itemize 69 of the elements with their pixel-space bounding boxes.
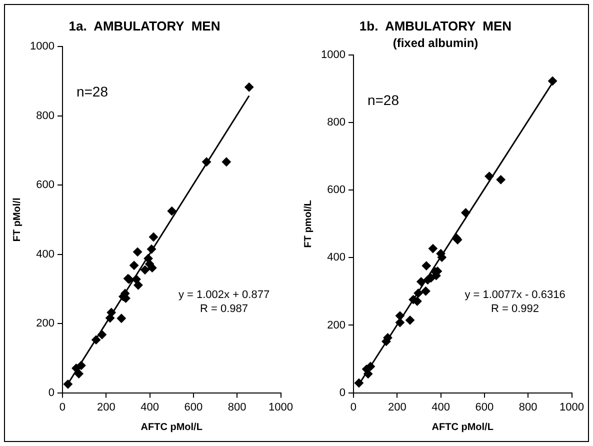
annotation: n=28: [76, 84, 108, 100]
y-tick-label: 0: [339, 386, 346, 399]
annotation: n=28: [367, 92, 400, 108]
point: [406, 316, 415, 325]
chart-title: 1a. AMBULATORY MEN: [68, 18, 220, 34]
y-axis-title: FT pMol/l: [12, 198, 23, 242]
point: [222, 157, 231, 166]
y-tick-label: 600: [36, 179, 54, 192]
x-tick-label: 0: [350, 401, 357, 414]
x-tick-label: 600: [184, 401, 203, 414]
point: [134, 280, 143, 290]
x-tick-label: 1000: [560, 401, 584, 414]
point: [366, 362, 375, 371]
x-tick-label: 600: [475, 401, 494, 414]
point: [76, 360, 86, 370]
x-tick-label: 0: [59, 401, 66, 414]
y-tick-label: 0: [48, 386, 54, 399]
y-tick-label: 200: [327, 319, 346, 332]
y-tick-label: 400: [327, 252, 346, 264]
point: [414, 288, 423, 298]
x-tick-label: 1000: [268, 401, 294, 414]
point: [202, 157, 212, 166]
y-tick-label: 1000: [320, 49, 346, 62]
x-tick-label: 400: [140, 401, 159, 414]
x-tick-label: 800: [518, 401, 538, 414]
y-tick-label: 200: [36, 318, 54, 330]
x-axis-title: AFTC pMol/L: [140, 422, 202, 433]
point: [244, 82, 254, 92]
point: [167, 206, 176, 216]
point: [140, 265, 150, 274]
annotation: R = 0.992: [491, 302, 540, 315]
x-axis-title: AFTC pMol/L: [432, 422, 494, 433]
x-tick-label: 200: [96, 401, 116, 414]
annotation: R = 0.987: [200, 302, 248, 315]
point: [395, 311, 404, 320]
chart-subtitle: (fixed albumin): [392, 36, 478, 50]
point: [63, 380, 72, 389]
point: [74, 369, 84, 378]
annotation: y = 1.0077x - 0.6316: [464, 288, 566, 301]
x-tick-label: 800: [228, 401, 246, 414]
point: [147, 244, 156, 254]
point: [421, 286, 430, 296]
point: [354, 378, 364, 388]
y-tick-label: 400: [36, 248, 54, 260]
point: [428, 244, 438, 254]
y-axis-title: FT pmol/L: [302, 200, 314, 248]
point: [92, 335, 101, 344]
point: [116, 314, 126, 323]
x-tick-label: 400: [432, 401, 450, 414]
point: [496, 175, 506, 184]
point: [395, 318, 404, 328]
point: [548, 76, 558, 86]
point: [149, 232, 158, 242]
point: [97, 330, 106, 340]
point: [132, 274, 141, 284]
x-tick-label: 200: [388, 401, 406, 414]
chart-title: 1b. AMBULATORY MEN: [359, 18, 512, 34]
annotation: y = 1.002x + 0.877: [178, 288, 270, 301]
y-tick-label: 800: [327, 116, 346, 129]
point: [106, 308, 116, 317]
point: [484, 172, 494, 181]
point: [130, 260, 139, 270]
point: [133, 247, 142, 256]
point: [416, 277, 426, 286]
y-tick-label: 600: [327, 184, 346, 196]
y-tick-label: 800: [36, 110, 54, 122]
point: [461, 208, 470, 218]
point: [422, 261, 431, 270]
y-tick-label: 1000: [30, 40, 54, 53]
